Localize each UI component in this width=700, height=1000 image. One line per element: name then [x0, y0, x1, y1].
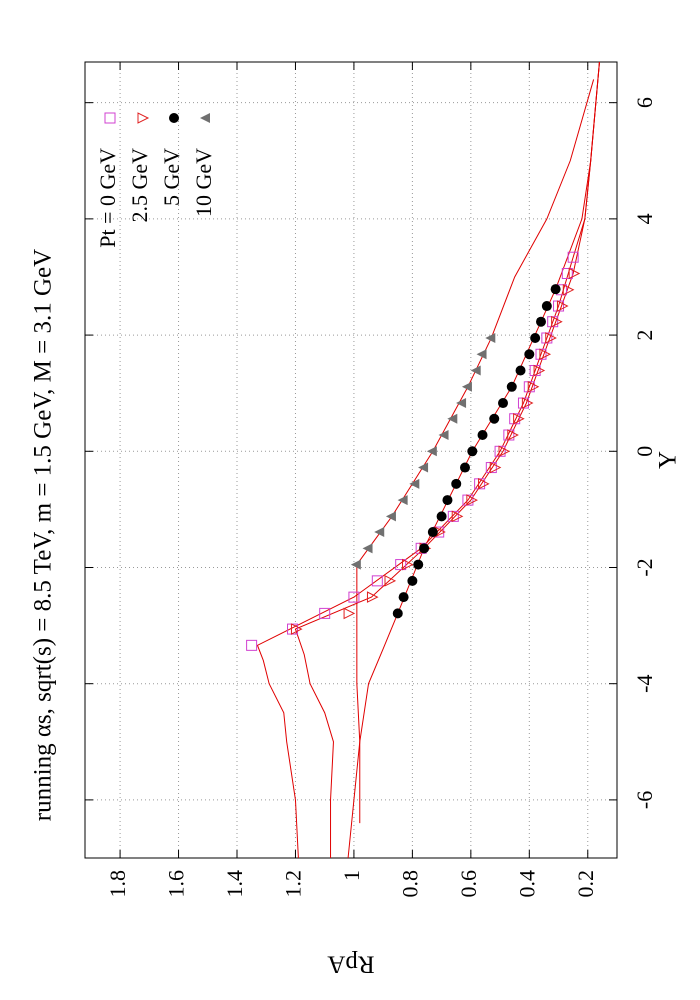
marker: [513, 412, 525, 425]
marker: [456, 398, 467, 409]
y-axis-label: RpA: [327, 950, 374, 977]
marker: [374, 527, 385, 538]
marker: [562, 283, 575, 296]
marker: [539, 348, 552, 361]
x-tick-label: 4: [632, 213, 657, 224]
x-tick-label: 0: [632, 446, 657, 457]
y-tick-label: 0.2: [573, 870, 598, 898]
marker: [515, 365, 526, 376]
legend-label: 5 GeV: [159, 148, 184, 206]
fit-curve: [294, 61, 600, 858]
marker: [451, 478, 462, 489]
legend-label: 2.5 GeV: [127, 148, 152, 223]
marker: [460, 462, 470, 473]
marker: [467, 446, 478, 457]
marker: [461, 381, 472, 392]
y-tick-label: 0.8: [397, 870, 422, 898]
marker: [545, 332, 557, 344]
marker: [478, 478, 490, 490]
marker: [489, 413, 500, 424]
marker: [319, 607, 331, 619]
marker: [402, 558, 414, 571]
marker: [521, 397, 534, 409]
marker: [398, 592, 409, 603]
marker: [476, 349, 487, 360]
x-tick-label: -4: [632, 675, 657, 693]
marker: [527, 380, 540, 393]
marker: [438, 430, 449, 441]
x-tick-label: -6: [632, 791, 657, 809]
marker: [507, 429, 519, 441]
y-tick-label: 0.4: [514, 870, 539, 898]
marker: [551, 315, 563, 328]
marker: [418, 462, 429, 473]
marker: [436, 511, 447, 522]
legend-label: 10 GeV: [191, 148, 216, 217]
marker: [477, 430, 488, 441]
marker: [427, 527, 438, 538]
rotated-plot: running αs, sqrt(s) = 8.5 TeV, m = 1.5 G…: [30, 61, 682, 977]
marker: [442, 495, 453, 506]
marker: [489, 461, 502, 474]
marker: [395, 559, 407, 571]
y-tick-label: 0.6: [456, 870, 481, 898]
x-tick-label: 2: [632, 330, 657, 341]
marker: [366, 591, 379, 603]
marker: [550, 284, 561, 295]
marker: [413, 559, 424, 570]
marker: [470, 365, 481, 376]
marker: [506, 381, 517, 392]
marker: [498, 445, 511, 458]
marker: [426, 446, 437, 457]
x-tick-label: -2: [632, 558, 657, 576]
marker: [533, 364, 546, 377]
y-tick-label: 1.8: [105, 870, 130, 898]
plot-frame: [84, 61, 618, 859]
fit-curve: [256, 61, 600, 859]
marker: [530, 332, 541, 343]
x-axis-label: Y: [655, 451, 682, 469]
marker: [348, 591, 360, 603]
marker: [451, 510, 464, 523]
legend-marker: [200, 113, 210, 123]
legend-marker: [104, 112, 116, 124]
marker: [246, 639, 258, 651]
y-tick-label: 1.4: [222, 870, 247, 898]
marker: [371, 575, 383, 587]
marker: [419, 543, 430, 554]
marker: [362, 543, 373, 554]
marker: [524, 349, 535, 360]
chart-title: running αs, sqrt(s) = 8.5 TeV, m = 1.5 G…: [30, 249, 57, 821]
marker: [568, 267, 581, 280]
y-tick-label: 1.6: [164, 870, 189, 898]
marker: [466, 494, 478, 506]
y-tick-label: 1.2: [281, 870, 306, 898]
marker: [385, 511, 396, 522]
marker: [561, 267, 573, 279]
marker: [541, 301, 552, 312]
x-tick-label: 6: [632, 97, 657, 108]
marker: [485, 332, 496, 343]
marker: [556, 300, 569, 312]
marker: [498, 398, 508, 409]
marker: [567, 251, 579, 263]
marker: [536, 316, 546, 327]
y-tick-label: 1: [339, 870, 364, 881]
marker: [343, 607, 356, 620]
marker: [409, 478, 420, 489]
marker: [407, 575, 418, 586]
marker: [290, 623, 303, 635]
marker: [397, 495, 408, 506]
legend-label: Pt = 0 GeV: [95, 148, 120, 248]
marker: [384, 575, 397, 587]
legend-marker: [137, 112, 150, 124]
marker: [350, 559, 361, 570]
marker: [392, 608, 403, 619]
legend-marker: [169, 113, 179, 123]
marker: [447, 413, 458, 424]
